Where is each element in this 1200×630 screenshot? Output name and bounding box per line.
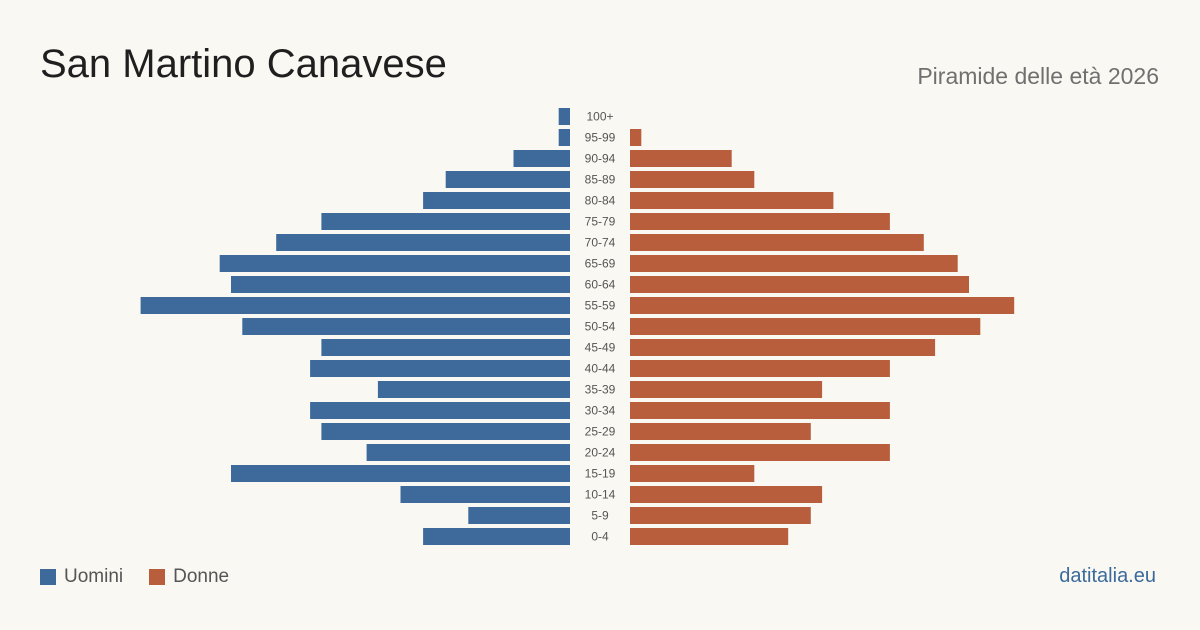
age-label-60-64: 60-64	[585, 278, 616, 292]
bar-women-45-49	[630, 339, 936, 356]
chart-title: San Martino Canavese	[40, 42, 447, 86]
bar-men-50-54	[242, 318, 571, 335]
bar-men-30-34	[310, 402, 570, 419]
bar-men-65-69	[219, 255, 570, 272]
age-label-40-44: 40-44	[585, 362, 616, 376]
bar-men-80-84	[423, 192, 570, 209]
bar-men-15-19	[231, 465, 570, 482]
legend-label-men: Uomini	[64, 566, 124, 587]
legend-item-men: Uomini	[40, 566, 123, 588]
age-label-75-79: 75-79	[585, 215, 616, 229]
bar-men-70-74	[276, 234, 570, 251]
age-label-90-94: 90-94	[585, 152, 616, 166]
bar-men-60-64	[231, 276, 570, 293]
bar-men-25-29	[321, 423, 570, 440]
age-label-100+: 100+	[586, 110, 613, 124]
bar-women-50-54	[630, 318, 981, 335]
bar-women-35-39	[630, 381, 823, 398]
bar-women-60-64	[630, 276, 969, 293]
bar-women-80-84	[630, 192, 834, 209]
age-label-55-59: 55-59	[585, 299, 616, 313]
age-label-45-49: 45-49	[585, 341, 616, 355]
bar-men-35-39	[377, 381, 570, 398]
bar-women-20-24	[630, 444, 890, 461]
legend-swatch-men	[40, 569, 56, 585]
bar-men-5-9	[468, 507, 570, 524]
age-label-85-89: 85-89	[585, 173, 616, 187]
bar-women-90-94	[630, 150, 732, 167]
bar-women-30-34	[630, 402, 890, 419]
bar-women-55-59	[630, 297, 1015, 314]
bar-men-90-94	[513, 150, 570, 167]
brand-link[interactable]: datitalia.eu	[1059, 565, 1156, 587]
bar-men-40-44	[310, 360, 570, 377]
age-label-65-69: 65-69	[585, 257, 616, 271]
bar-men-20-24	[366, 444, 570, 461]
bar-women-85-89	[630, 171, 755, 188]
age-label-80-84: 80-84	[585, 194, 616, 208]
bar-men-95-99	[558, 129, 570, 146]
age-label-20-24: 20-24	[585, 446, 616, 460]
bar-men-75-79	[321, 213, 570, 230]
bar-men-0-4	[423, 528, 570, 545]
bar-women-40-44	[630, 360, 890, 377]
bar-men-10-14	[400, 486, 570, 503]
age-label-5-9: 5-9	[591, 509, 609, 523]
age-label-15-19: 15-19	[585, 467, 616, 481]
bar-men-45-49	[321, 339, 570, 356]
legend-item-women: Donne	[149, 566, 229, 588]
bar-women-15-19	[630, 465, 755, 482]
bar-women-65-69	[630, 255, 958, 272]
age-label-30-34: 30-34	[585, 404, 616, 418]
age-label-70-74: 70-74	[585, 236, 616, 250]
age-label-0-4: 0-4	[591, 530, 609, 544]
bar-women-70-74	[630, 234, 924, 251]
legend: Uomini Donne	[40, 566, 255, 588]
age-label-10-14: 10-14	[585, 488, 616, 502]
bar-women-95-99	[630, 129, 642, 146]
age-label-95-99: 95-99	[585, 131, 616, 145]
bar-men-85-89	[445, 171, 570, 188]
age-label-50-54: 50-54	[585, 320, 616, 334]
bar-women-75-79	[630, 213, 890, 230]
bar-women-25-29	[630, 423, 811, 440]
legend-swatch-women	[149, 569, 166, 585]
bar-men-55-59	[140, 297, 570, 314]
age-label-25-29: 25-29	[585, 425, 616, 439]
age-label-35-39: 35-39	[585, 383, 616, 397]
legend-label-women: Donne	[173, 566, 230, 587]
bar-men-100+	[558, 108, 570, 125]
bar-women-0-4	[630, 528, 789, 545]
bar-women-5-9	[630, 507, 811, 524]
chart-subtitle: Piramide delle età 2026	[917, 63, 1159, 89]
bar-women-10-14	[630, 486, 823, 503]
